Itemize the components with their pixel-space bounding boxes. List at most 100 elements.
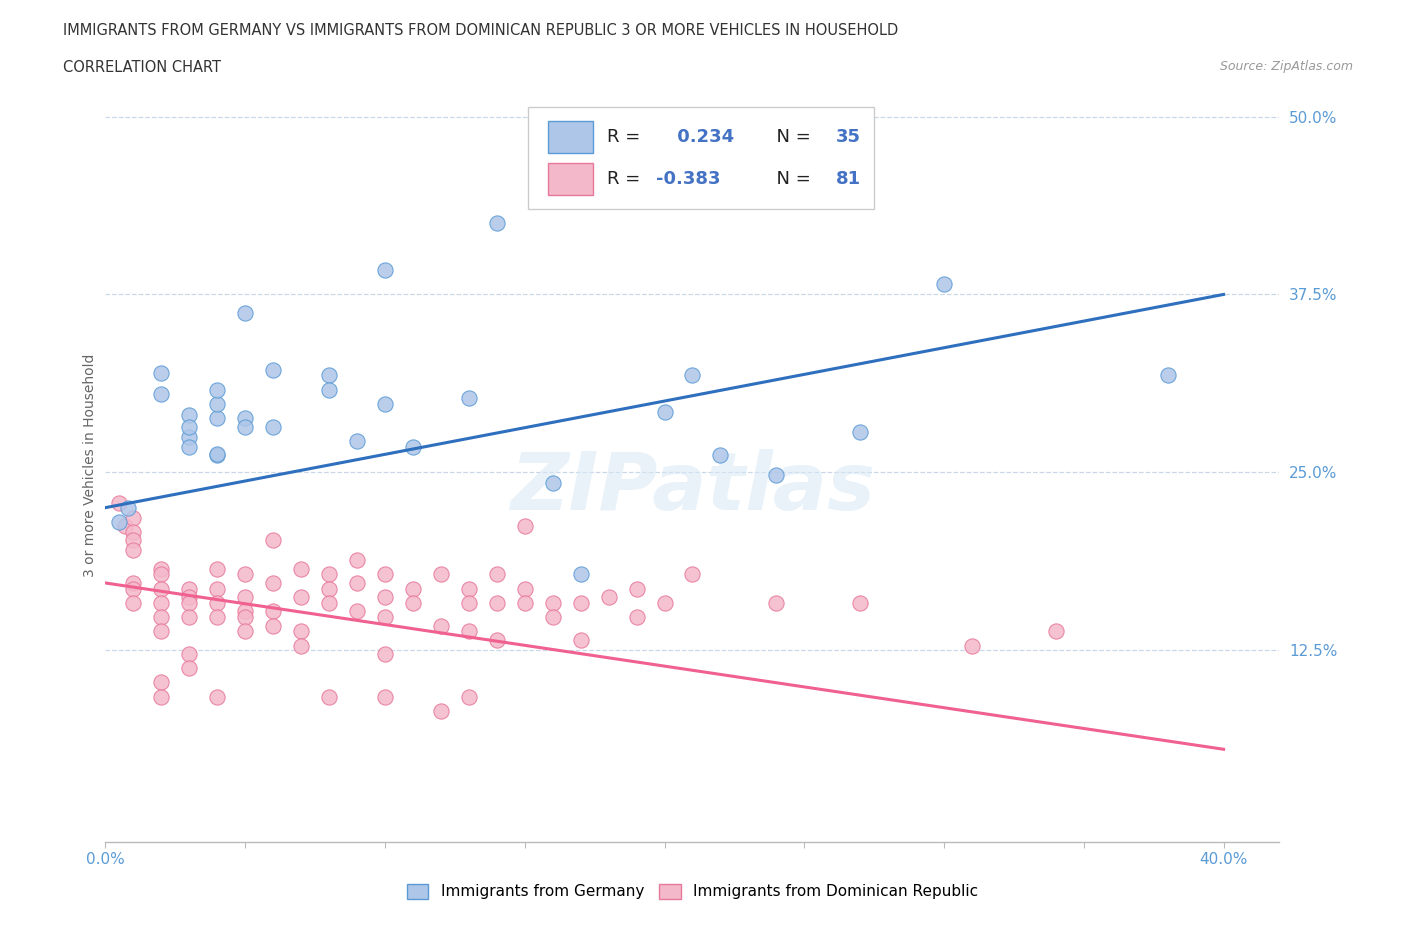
Point	[849, 595, 872, 610]
Text: 0.234: 0.234	[671, 128, 734, 146]
Point	[430, 567, 453, 582]
Point	[346, 433, 368, 448]
Point	[485, 216, 508, 231]
Point	[150, 387, 173, 402]
Point	[122, 511, 145, 525]
Point	[150, 562, 173, 577]
Point	[318, 689, 340, 704]
Point	[318, 595, 340, 610]
Point	[207, 581, 229, 596]
Point	[1156, 368, 1178, 383]
Point	[626, 581, 648, 596]
Point	[150, 567, 173, 582]
Text: ZIPatlas: ZIPatlas	[510, 448, 875, 526]
Point	[485, 567, 508, 582]
Point	[457, 689, 479, 704]
Point	[541, 595, 564, 610]
Point	[233, 305, 256, 320]
Point	[150, 581, 173, 596]
Point	[233, 610, 256, 625]
Point	[290, 624, 312, 639]
Point	[430, 703, 453, 718]
Point	[262, 604, 284, 618]
Point	[122, 581, 145, 596]
Point	[374, 610, 396, 625]
Point	[569, 567, 592, 582]
Point	[569, 632, 592, 647]
Point	[179, 595, 201, 610]
Y-axis label: 3 or more Vehicles in Household: 3 or more Vehicles in Household	[83, 353, 97, 577]
Point	[457, 581, 479, 596]
Point	[765, 468, 787, 483]
Point	[318, 382, 340, 397]
Point	[598, 590, 620, 604]
Point	[709, 447, 731, 462]
Point	[402, 595, 425, 610]
Text: IMMIGRANTS FROM GERMANY VS IMMIGRANTS FROM DOMINICAN REPUBLIC 3 OR MORE VEHICLES: IMMIGRANTS FROM GERMANY VS IMMIGRANTS FR…	[63, 23, 898, 38]
Text: 81: 81	[835, 170, 860, 188]
Point	[681, 368, 703, 383]
Point	[485, 595, 508, 610]
Point	[122, 525, 145, 539]
Point	[374, 396, 396, 411]
Point	[290, 562, 312, 577]
Point	[179, 661, 201, 676]
Point	[207, 562, 229, 577]
Point	[262, 419, 284, 434]
Point	[318, 567, 340, 582]
Point	[207, 689, 229, 704]
Point	[233, 419, 256, 434]
Point	[207, 411, 229, 426]
Point	[513, 595, 536, 610]
Text: R =: R =	[607, 128, 645, 146]
Text: 35: 35	[835, 128, 860, 146]
Point	[1045, 624, 1067, 639]
Point	[179, 646, 201, 661]
Legend: Immigrants from Germany, Immigrants from Dominican Republic: Immigrants from Germany, Immigrants from…	[401, 878, 984, 906]
Text: -0.383: -0.383	[657, 170, 720, 188]
Text: CORRELATION CHART: CORRELATION CHART	[63, 60, 221, 75]
Point	[346, 552, 368, 567]
Point	[207, 396, 229, 411]
Point	[150, 689, 173, 704]
Point	[374, 689, 396, 704]
Point	[179, 610, 201, 625]
Point	[290, 590, 312, 604]
Point	[179, 439, 201, 454]
Point	[457, 624, 479, 639]
Point	[849, 425, 872, 440]
Point	[262, 576, 284, 591]
Point	[262, 363, 284, 378]
FancyBboxPatch shape	[529, 107, 875, 209]
Point	[681, 567, 703, 582]
Point	[485, 632, 508, 647]
Point	[960, 638, 983, 653]
Point	[179, 419, 201, 434]
Point	[932, 277, 955, 292]
Point	[150, 365, 173, 380]
Point	[122, 533, 145, 548]
Point	[654, 405, 676, 419]
Point	[179, 581, 201, 596]
Point	[262, 533, 284, 548]
Point	[290, 638, 312, 653]
Point	[207, 446, 229, 461]
Point	[179, 408, 201, 423]
Point	[207, 382, 229, 397]
Point	[233, 590, 256, 604]
Point	[374, 567, 396, 582]
Text: N =: N =	[765, 170, 817, 188]
Point	[569, 595, 592, 610]
Point	[150, 595, 173, 610]
Point	[346, 576, 368, 591]
Point	[233, 604, 256, 618]
Point	[233, 567, 256, 582]
Text: R =: R =	[607, 170, 645, 188]
Point	[207, 595, 229, 610]
Text: N =: N =	[765, 128, 817, 146]
Bar	[548, 163, 593, 194]
Point	[179, 590, 201, 604]
Point	[765, 595, 787, 610]
Point	[114, 519, 136, 534]
Point	[122, 595, 145, 610]
